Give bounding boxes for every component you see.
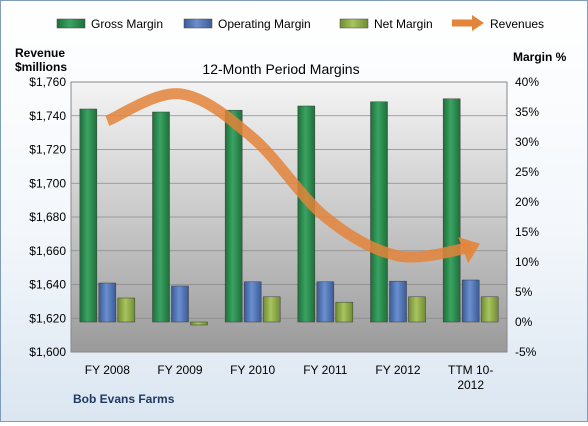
right-tick-label: 25%: [515, 165, 539, 179]
right-tick-label: 35%: [515, 105, 539, 119]
right-tick-label: 30%: [515, 135, 539, 149]
right-tick-label: 0%: [515, 315, 533, 329]
right-tick-label: 15%: [515, 225, 539, 239]
legend: Gross Margin Operating Margin Net Margin Re…: [56, 15, 544, 31]
revenue-arrowhead: [458, 237, 481, 264]
revenue-line: [105, 88, 472, 263]
right-tick-label: 20%: [515, 195, 539, 209]
legend-swatch: [183, 18, 213, 29]
gridlines: [71, 81, 507, 353]
left-tick-label: $1,600: [29, 345, 66, 359]
chart-title: 12-Month Period Margins: [202, 61, 359, 77]
net-margin-bar: [480, 296, 499, 323]
net-margin-bar: [190, 321, 208, 326]
operating-margin-bar: [243, 281, 262, 323]
operating-margin-bar: [171, 285, 189, 323]
legend-swatch: [56, 18, 86, 29]
left-tick-label: $1,660: [29, 244, 66, 258]
left-tick-label: $1,740: [29, 109, 66, 123]
left-tick-label: $1,760: [29, 75, 66, 89]
category-axis: FY 2008 FY 2009 FY 2010 FY 2011 FY 2012 TTM 1…: [85, 363, 494, 392]
gross-margin-bar: [370, 101, 388, 323]
left-axis-title-line2: $millions: [15, 60, 67, 74]
right-tick-label: 40%: [515, 75, 539, 89]
gross-margin-bar: [442, 98, 461, 323]
revenue-series: [105, 88, 481, 264]
left-tick-label: $1,720: [29, 143, 66, 157]
legend-label: Revenues: [490, 17, 544, 31]
net-margin-bar: [408, 296, 426, 323]
legend-arrowhead-icon: [472, 15, 484, 31]
category-label: TTM 10-2012: [448, 363, 493, 392]
right-tick-label: -5%: [515, 345, 537, 359]
left-tick-label: $1,680: [29, 210, 66, 224]
left-axis-title-line1: Revenue: [15, 46, 65, 60]
gross-margin-bar: [224, 109, 243, 323]
gross-margin-bar: [152, 111, 170, 323]
net-margin-bar: [335, 301, 354, 323]
category-label: FY 2011: [303, 363, 348, 377]
right-tick-label: 5%: [515, 285, 533, 299]
bars: [79, 98, 499, 326]
legend-label: Gross Margin: [91, 17, 163, 31]
left-tick-label: $1,620: [29, 311, 66, 325]
category-label: FY 2008: [85, 363, 130, 377]
company-name: Bob Evans Farms: [73, 392, 175, 406]
operating-margin-bar: [316, 281, 335, 323]
legend-label: Net Margin: [374, 17, 433, 31]
net-margin-bar: [262, 296, 281, 323]
gross-margin-bar: [79, 108, 98, 323]
left-tick-label: $1,700: [29, 176, 66, 190]
category-label: FY 2010: [230, 363, 275, 377]
legend-swatch: [339, 18, 369, 29]
right-tick-label: 10%: [515, 255, 539, 269]
right-axis-title: Margin %: [513, 50, 567, 64]
category-label: FY 2012: [375, 363, 420, 377]
right-axis: -5% 0% 5% 10% 15% 20% 25% 30% 35% 40%: [515, 75, 539, 359]
legend-label: Operating Margin: [218, 17, 311, 31]
net-margin-bar: [117, 297, 136, 323]
left-tick-label: $1,640: [29, 278, 66, 292]
operating-margin-bar: [98, 282, 117, 323]
operating-margin-bar: [389, 280, 407, 323]
left-axis: $1,600 $1,620 $1,640 $1,660 $1,680 $1,700 $1,7…: [29, 75, 66, 359]
category-label: FY 2009: [157, 363, 202, 377]
operating-margin-bar: [461, 279, 480, 323]
gross-margin-bar: [297, 105, 316, 323]
